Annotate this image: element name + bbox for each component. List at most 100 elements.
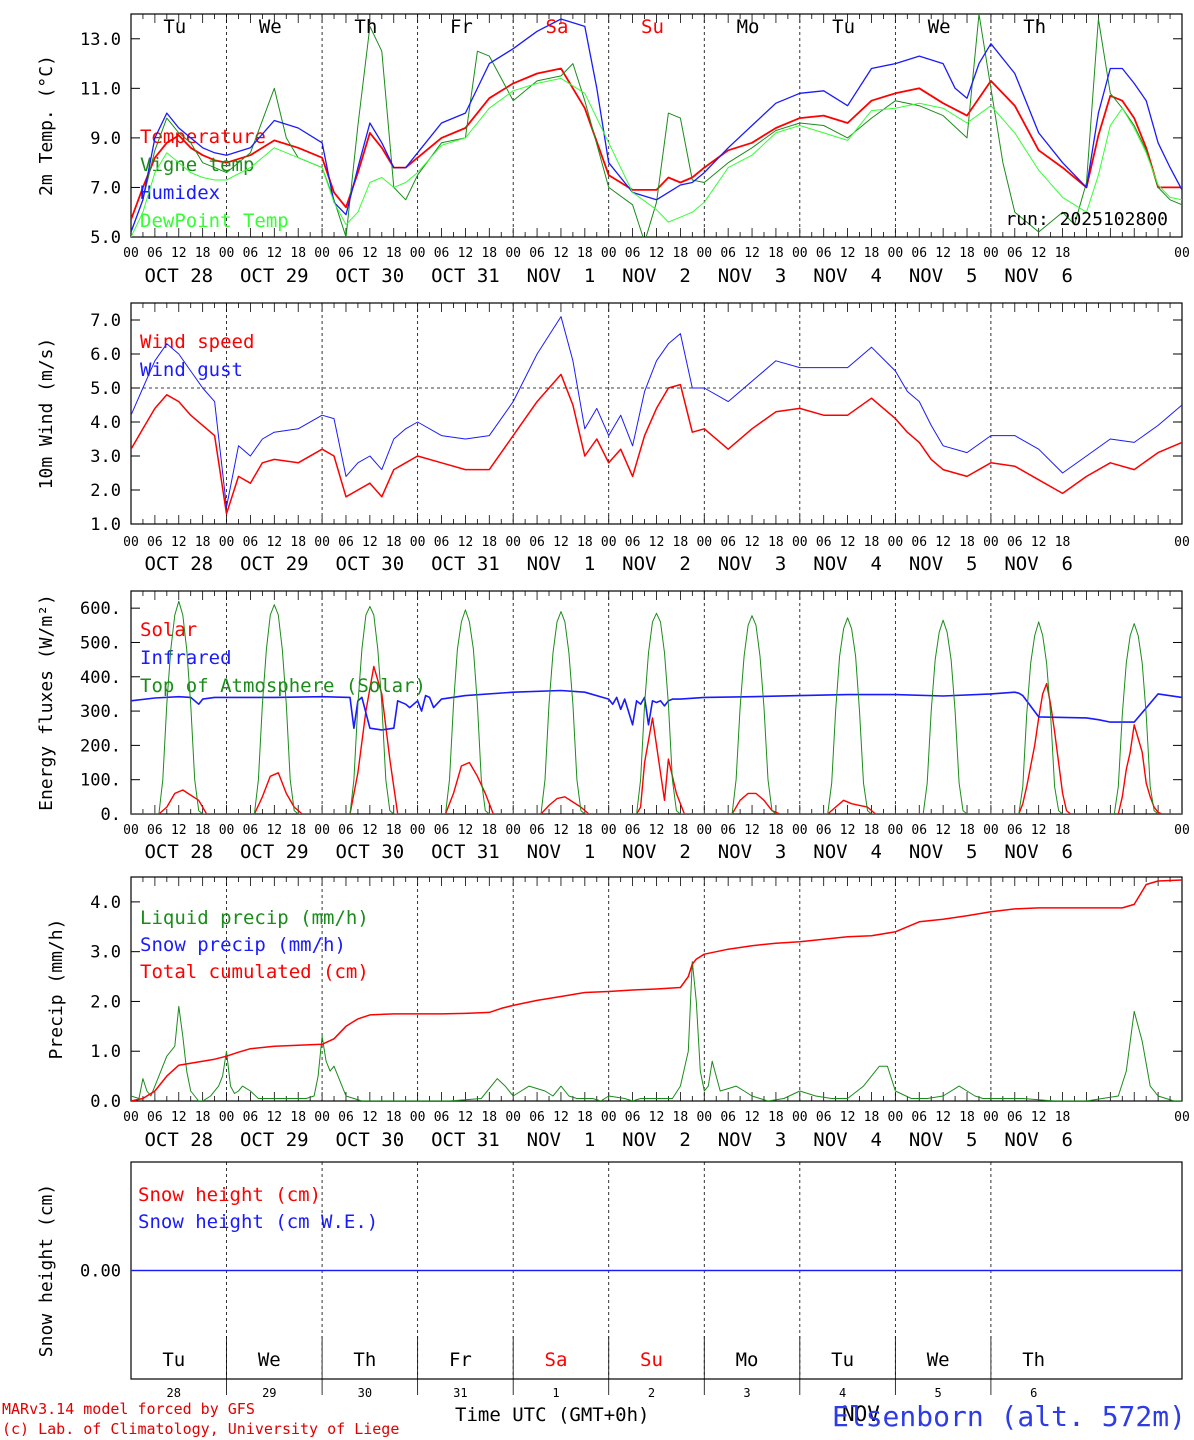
station-title: Elsenborn (alt. 572m)	[831, 1400, 1186, 1433]
hour-tick-label: 12	[649, 246, 665, 261]
hour-tick-label: 00	[505, 246, 521, 261]
hour-tick-label: 00	[410, 535, 426, 550]
day-of-week-label: Sa	[546, 16, 569, 38]
hour-tick-label: 12	[362, 246, 378, 261]
hour-tick-label: 06	[720, 535, 736, 550]
date-label: OCT 31	[431, 265, 500, 287]
panel-1: 00 06 12 18 00 06 12 18 00 06 12 18 00 06 12 18 00 06 12 18…	[36, 13, 1190, 287]
hour-tick-label: 06	[529, 246, 545, 261]
day-of-week-label: Su	[640, 1349, 663, 1371]
hour-tick-label: 06	[434, 535, 450, 550]
hour-tick-label: 12	[362, 823, 378, 838]
y-tick-label: 9.0	[90, 129, 121, 149]
hour-tick-label: 18	[386, 246, 402, 261]
series-line-wind-gust	[131, 316, 1182, 508]
series-line-humidex	[131, 18, 1182, 233]
hour-tick-label: 06	[529, 1110, 545, 1125]
hour-tick-label: 00	[123, 823, 139, 838]
hour-tick-label: 18	[673, 1110, 689, 1125]
hour-tick-label: 12	[171, 246, 187, 261]
hour-tick-label: 00	[601, 246, 617, 261]
legend-entry: Vigne temp	[140, 154, 254, 176]
day-of-week-label: Mo	[736, 1349, 759, 1371]
hour-tick-label: 18	[481, 823, 497, 838]
date-label: NOV 5	[909, 1129, 978, 1151]
hour-tick-label: 12	[649, 535, 665, 550]
hour-tick-label: 18	[959, 246, 975, 261]
date-label: NOV 1	[527, 265, 596, 287]
y-axis-label: 10m Wind (m/s)	[36, 338, 57, 490]
hour-tick-label: 06	[147, 823, 163, 838]
hour-tick-label: 12	[1031, 246, 1047, 261]
hour-tick-label: 06	[911, 535, 927, 550]
day-of-week-label: Tu	[831, 1349, 854, 1371]
legend-entry: Infrared	[140, 647, 232, 669]
day-number-label: 31	[453, 1386, 467, 1400]
series-line-total-cumulated-cm-	[131, 879, 1182, 1101]
y-tick-label: 500.	[80, 633, 121, 653]
hour-tick-label: 00	[983, 823, 999, 838]
date-label: NOV 5	[909, 265, 978, 287]
hour-tick-label: 00	[314, 246, 330, 261]
y-axis-label: Snow height (cm)	[36, 1184, 57, 1357]
hour-tick-label: 06	[338, 246, 354, 261]
legend-entry: Snow height (cm W.E.)	[138, 1211, 378, 1233]
panel-5: 0.00 Snow height (cm) Snow height (cm) Snow…	[36, 1161, 1183, 1426]
hour-tick-label: 12	[458, 535, 474, 550]
hour-tick-label: 00	[505, 823, 521, 838]
hour-tick-label: 00	[696, 246, 712, 261]
series-line-vigne-temp	[131, 14, 1182, 237]
y-tick-label: 300.	[80, 702, 121, 722]
date-label: NOV 6	[1004, 841, 1073, 863]
hour-tick-label: 00	[314, 535, 330, 550]
hour-tick-label: 00	[410, 823, 426, 838]
hour-tick-label: 12	[1031, 535, 1047, 550]
y-tick-label: 2.0	[90, 992, 121, 1012]
hour-tick-label: 06	[243, 246, 259, 261]
hour-tick-label: 12	[840, 535, 856, 550]
hour-tick-label: 18	[1055, 823, 1071, 838]
series-line-solar	[131, 665, 1182, 814]
hour-tick-label: 18	[864, 246, 880, 261]
hour-tick-label: 00	[888, 246, 904, 261]
hour-tick-label: 06	[911, 823, 927, 838]
hour-tick-label: 00	[888, 535, 904, 550]
hour-tick-label: 18	[195, 1110, 211, 1125]
hour-tick-label: 12	[935, 1110, 951, 1125]
hour-tick-label: 18	[673, 246, 689, 261]
hour-tick-label: 06	[1007, 823, 1023, 838]
hour-tick-label: 06	[147, 1110, 163, 1125]
hour-tick-label: 06	[434, 1110, 450, 1125]
hour-tick-label: 06	[816, 1110, 832, 1125]
hour-tick-label: 00	[1174, 535, 1190, 550]
hour-tick-label: 06	[529, 535, 545, 550]
y-axis-label: Precip (mm/h)	[46, 919, 67, 1060]
lab-credit: (c) Lab. of Climatology, University of L…	[2, 1420, 400, 1438]
hour-tick-label: 18	[481, 246, 497, 261]
hour-tick-label: 18	[768, 246, 784, 261]
hour-tick-label: 12	[935, 535, 951, 550]
y-tick-label: 0.00	[80, 1262, 121, 1282]
hour-tick-label: 18	[959, 535, 975, 550]
legend-entry: Humidex	[140, 182, 220, 204]
hour-tick-label: 18	[386, 823, 402, 838]
panel-4: 00 06 12 18 00 06 12 18 00 06 12 18 00 06 12 18 00 06 12 18…	[46, 876, 1190, 1151]
hour-tick-label: 12	[362, 535, 378, 550]
hour-tick-label: 00	[1174, 246, 1190, 261]
hour-tick-label: 06	[147, 535, 163, 550]
hour-tick-label: 00	[1174, 1110, 1190, 1125]
hour-tick-label: 12	[744, 246, 760, 261]
date-label: OCT 30	[336, 553, 405, 575]
hour-tick-label: 00	[219, 535, 235, 550]
date-label: OCT 28	[144, 841, 213, 863]
hour-tick-label: 06	[243, 535, 259, 550]
day-of-week-label: Tu	[162, 1349, 185, 1371]
legend-entry: Temperature	[140, 126, 266, 148]
date-label: OCT 31	[431, 553, 500, 575]
run-label: run: 2025102800	[1005, 209, 1168, 230]
legend-entry: Liquid precip (mm/h)	[140, 907, 369, 929]
hour-tick-label: 00	[792, 823, 808, 838]
date-label: NOV 6	[1004, 1129, 1073, 1151]
hour-tick-label: 06	[338, 823, 354, 838]
